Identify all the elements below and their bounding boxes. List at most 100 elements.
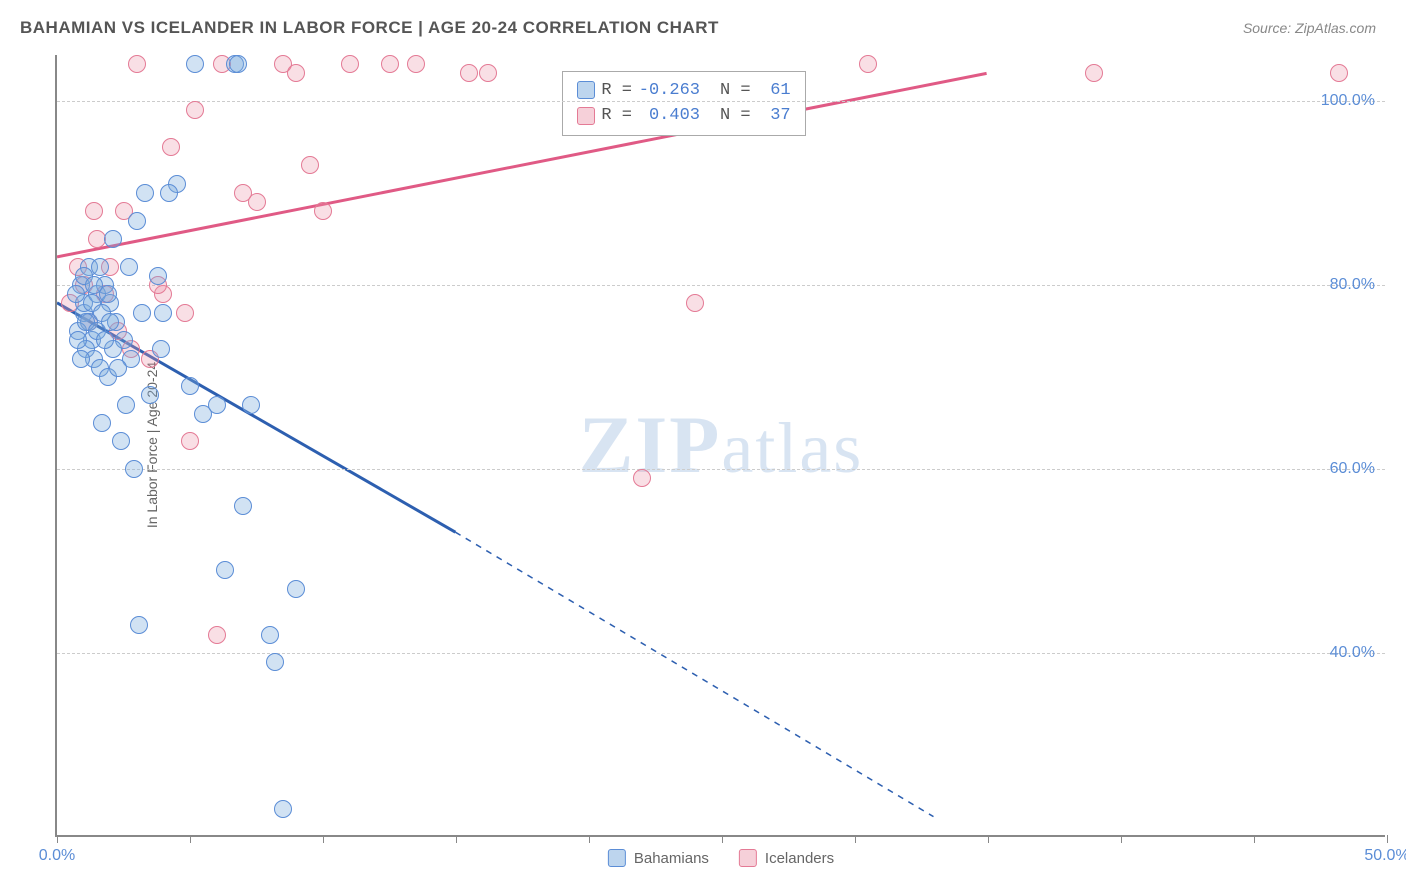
legend-swatch-icon [739, 849, 757, 867]
legend-swatch-icon [608, 849, 626, 867]
watermark: ZIPatlas [579, 398, 864, 492]
series-legend: Bahamians Icelanders [608, 849, 834, 867]
data-point [141, 386, 159, 404]
x-tick [456, 835, 457, 843]
data-point [274, 800, 292, 818]
legend-item: Icelanders [739, 849, 834, 867]
data-point [460, 64, 478, 82]
data-point [208, 396, 226, 414]
data-point [234, 497, 252, 515]
stat-n-label: N = [720, 103, 751, 129]
x-tick [190, 835, 191, 843]
data-point [130, 616, 148, 634]
data-point [152, 340, 170, 358]
data-point [407, 55, 425, 73]
x-tick [1254, 835, 1255, 843]
stat-n-value: 61 [757, 78, 791, 104]
gridline-h [57, 469, 1385, 470]
source-attribution: Source: ZipAtlas.com [1243, 20, 1376, 36]
x-tick-label-left: 0.0% [39, 847, 75, 865]
data-point [686, 294, 704, 312]
y-tick-label: 60.0% [1330, 460, 1375, 478]
gridline-h [57, 101, 1385, 102]
data-point [381, 55, 399, 73]
y-tick-label: 100.0% [1321, 92, 1375, 110]
data-point [128, 212, 146, 230]
stat-r-value: -0.263 [638, 78, 700, 104]
data-point [633, 469, 651, 487]
data-point [120, 258, 138, 276]
data-point [128, 55, 146, 73]
data-point [104, 230, 122, 248]
data-point [479, 64, 497, 82]
data-point [341, 55, 359, 73]
data-point [266, 653, 284, 671]
data-point [109, 359, 127, 377]
data-point [91, 258, 109, 276]
correlation-stats-box: R = -0.263 N = 61 R = 0.403 N = 37 [562, 71, 805, 136]
legend-swatch-icon [577, 107, 595, 125]
data-point [1330, 64, 1348, 82]
data-point [154, 304, 172, 322]
data-point [160, 184, 178, 202]
data-point [261, 626, 279, 644]
data-point [125, 460, 143, 478]
x-tick [57, 835, 58, 843]
gridline-h [57, 653, 1385, 654]
data-point [229, 55, 247, 73]
data-point [176, 304, 194, 322]
data-point [186, 101, 204, 119]
gridline-h [57, 285, 1385, 286]
x-tick [1121, 835, 1122, 843]
legend-label: Bahamians [634, 850, 709, 867]
stat-r-label: R = [601, 103, 632, 129]
chart-title: BAHAMIAN VS ICELANDER IN LABOR FORCE | A… [20, 18, 719, 38]
stat-n-label: N = [720, 78, 751, 104]
data-point [93, 414, 111, 432]
data-point [248, 193, 266, 211]
data-point [85, 202, 103, 220]
x-tick [323, 835, 324, 843]
chart-plot-area: In Labor Force | Age 20-24 ZIPatlas R = … [55, 55, 1385, 837]
data-point [859, 55, 877, 73]
data-point [1085, 64, 1103, 82]
data-point [117, 396, 135, 414]
data-point [136, 184, 154, 202]
data-point [85, 276, 103, 294]
data-point [162, 138, 180, 156]
x-tick [1387, 835, 1388, 843]
stats-row: R = 0.403 N = 37 [577, 103, 790, 129]
data-point [242, 396, 260, 414]
stat-r-value: 0.403 [638, 103, 700, 129]
x-tick-label-right: 50.0% [1364, 847, 1406, 865]
data-point [287, 64, 305, 82]
data-point [181, 432, 199, 450]
x-tick [988, 835, 989, 843]
y-tick-label: 40.0% [1330, 644, 1375, 662]
legend-item: Bahamians [608, 849, 709, 867]
x-tick [855, 835, 856, 843]
data-point [101, 313, 119, 331]
y-tick-label: 80.0% [1330, 276, 1375, 294]
data-point [186, 55, 204, 73]
data-point [96, 331, 114, 349]
data-point [133, 304, 151, 322]
data-point [149, 267, 167, 285]
stat-r-label: R = [601, 78, 632, 104]
legend-swatch-icon [577, 81, 595, 99]
data-point [301, 156, 319, 174]
data-point [208, 626, 226, 644]
legend-label: Icelanders [765, 850, 834, 867]
stat-n-value: 37 [757, 103, 791, 129]
x-tick [589, 835, 590, 843]
data-point [69, 331, 87, 349]
data-point [287, 580, 305, 598]
data-point [216, 561, 234, 579]
trendlines-svg [57, 55, 1385, 835]
data-point [314, 202, 332, 220]
stats-row: R = -0.263 N = 61 [577, 78, 790, 104]
x-tick [722, 835, 723, 843]
data-point [72, 350, 90, 368]
data-point [112, 432, 130, 450]
data-point [181, 377, 199, 395]
